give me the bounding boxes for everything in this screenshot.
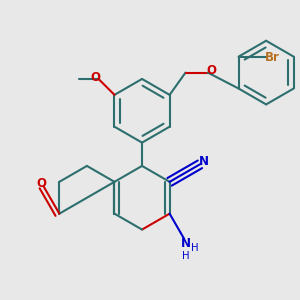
Text: O: O (90, 71, 100, 84)
Text: N: N (199, 155, 209, 168)
Text: H: H (190, 243, 198, 253)
Text: Br: Br (265, 51, 280, 64)
Text: N: N (181, 237, 190, 250)
Text: H: H (182, 251, 189, 261)
Text: O: O (206, 64, 216, 77)
Text: O: O (36, 177, 46, 190)
